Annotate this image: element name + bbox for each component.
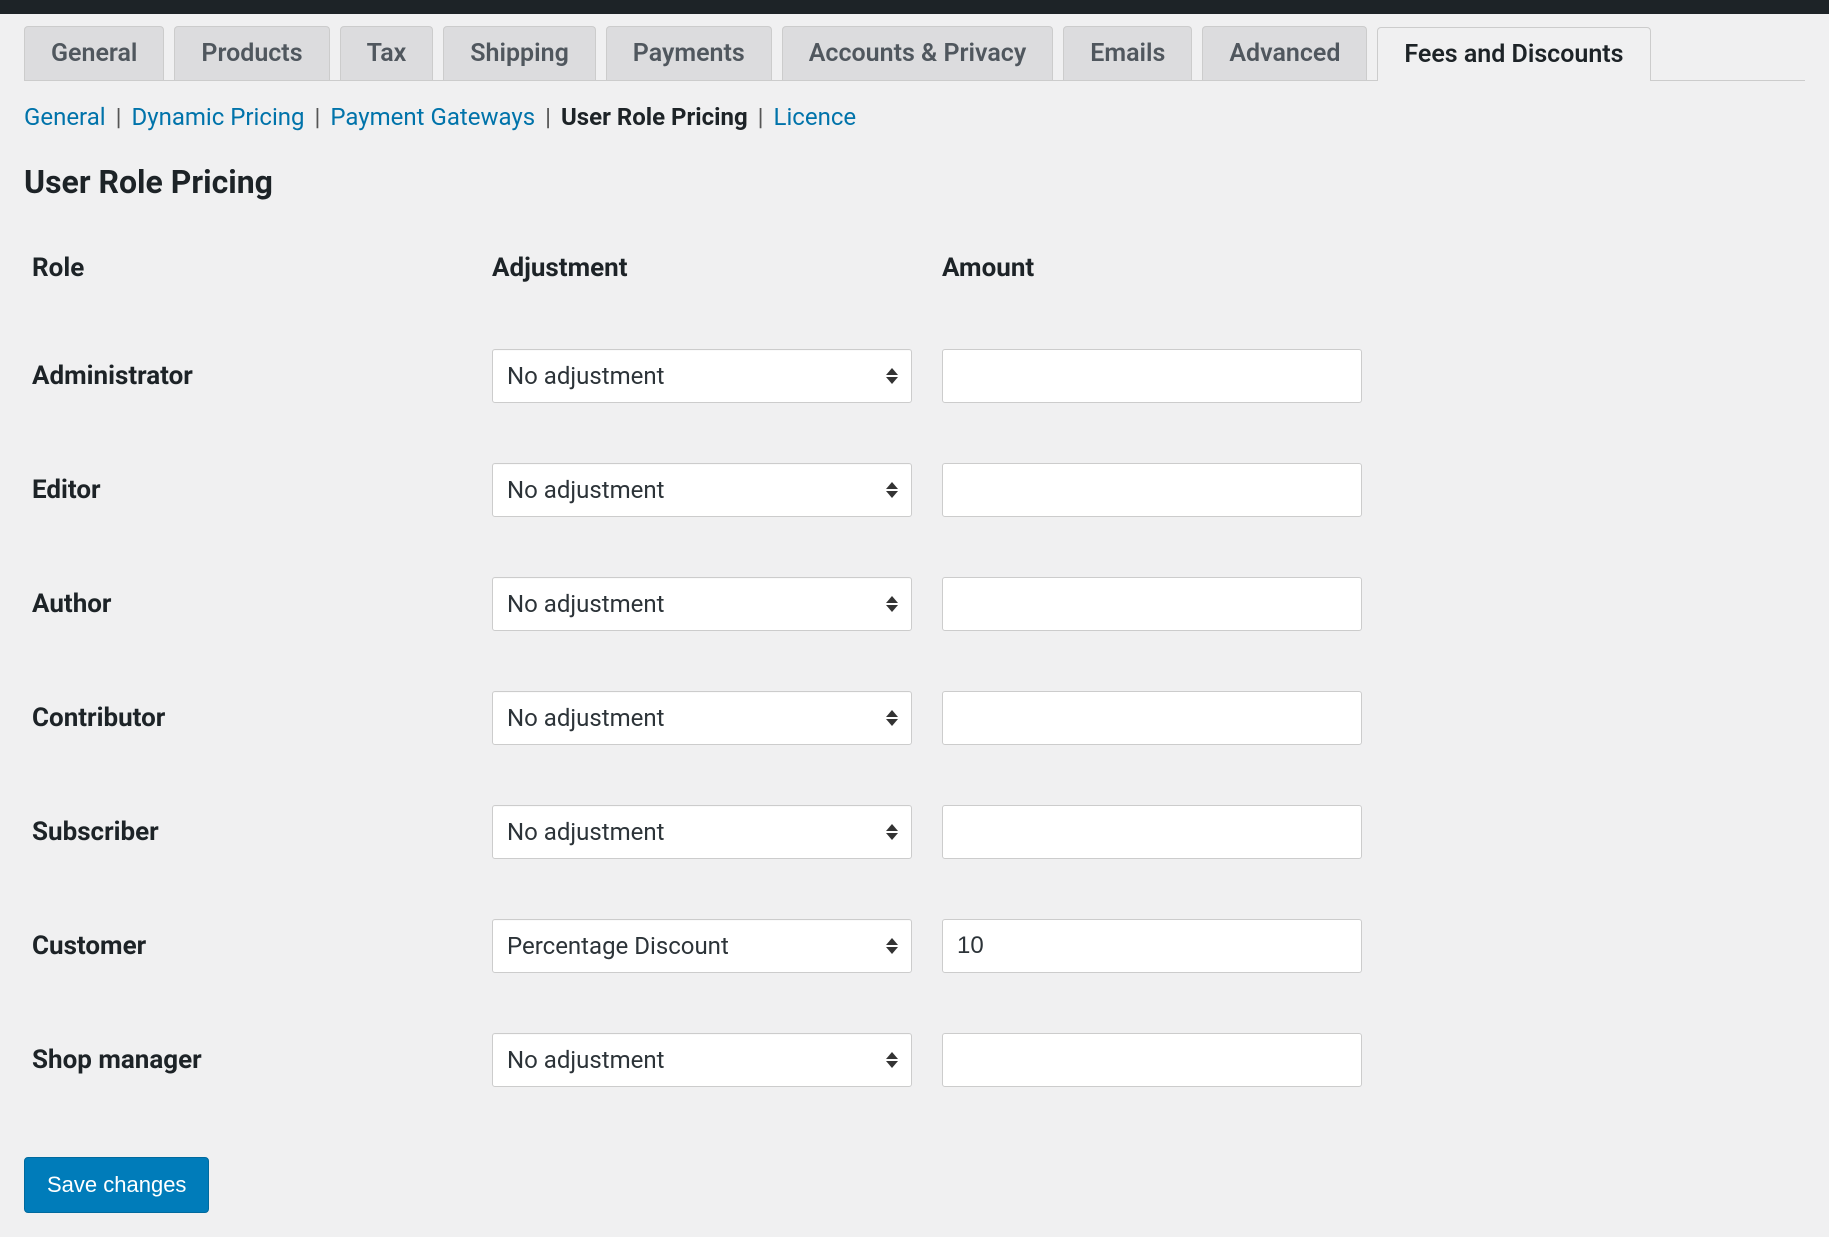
separator: | — [116, 103, 122, 131]
amount-input[interactable] — [942, 691, 1362, 745]
adjustment-select[interactable]: No adjustment — [492, 805, 912, 859]
separator: | — [758, 103, 764, 131]
adjustment-select[interactable]: No adjustment — [492, 577, 912, 631]
role-label: Shop manager — [24, 1003, 484, 1117]
separator: | — [315, 103, 321, 131]
column-header-adjustment: Adjustment — [484, 241, 934, 319]
subnav-dynamic-pricing[interactable]: Dynamic Pricing — [131, 103, 304, 131]
separator: | — [545, 103, 551, 131]
role-label: Customer — [24, 889, 484, 1003]
adjustment-select-value[interactable]: No adjustment — [492, 349, 912, 403]
subnav-general[interactable]: General — [24, 103, 106, 131]
amount-input[interactable] — [942, 919, 1362, 973]
tab-shipping[interactable]: Shipping — [443, 26, 596, 80]
table-row: ContributorNo adjustment — [24, 661, 1805, 775]
tab-general[interactable]: General — [24, 26, 164, 80]
submit-row: Save changes — [24, 1157, 1805, 1213]
amount-input[interactable] — [942, 463, 1362, 517]
column-header-role: Role — [24, 241, 484, 319]
adjustment-cell: No adjustment — [484, 433, 934, 547]
table-row: SubscriberNo adjustment — [24, 775, 1805, 889]
primary-tabs: GeneralProductsTaxShippingPaymentsAccoun… — [24, 14, 1805, 81]
amount-cell — [934, 433, 1805, 547]
tab-fees-and-discounts[interactable]: Fees and Discounts — [1377, 27, 1650, 81]
role-label: Editor — [24, 433, 484, 547]
tab-emails[interactable]: Emails — [1063, 26, 1192, 80]
adjustment-select[interactable]: No adjustment — [492, 691, 912, 745]
page-title: User Role Pricing — [24, 163, 1805, 201]
amount-cell — [934, 319, 1805, 433]
adjustment-cell: No adjustment — [484, 775, 934, 889]
table-row: CustomerPercentage Discount — [24, 889, 1805, 1003]
amount-input[interactable] — [942, 1033, 1362, 1087]
tab-tax[interactable]: Tax — [340, 26, 434, 80]
table-row: EditorNo adjustment — [24, 433, 1805, 547]
adjustment-select-value[interactable]: No adjustment — [492, 463, 912, 517]
subnav-payment-gateways[interactable]: Payment Gateways — [330, 103, 535, 131]
role-pricing-table: Role Adjustment Amount AdministratorNo a… — [24, 241, 1805, 1117]
tab-advanced[interactable]: Advanced — [1202, 26, 1367, 80]
adjustment-cell: No adjustment — [484, 661, 934, 775]
amount-input[interactable] — [942, 577, 1362, 631]
amount-cell — [934, 661, 1805, 775]
admin-topbar — [0, 0, 1829, 14]
adjustment-select-value[interactable]: No adjustment — [492, 805, 912, 859]
tab-payments[interactable]: Payments — [606, 26, 772, 80]
subnav-user-role-pricing: User Role Pricing — [561, 103, 748, 131]
adjustment-select-value[interactable]: No adjustment — [492, 1033, 912, 1087]
adjustment-cell: No adjustment — [484, 547, 934, 661]
amount-cell — [934, 547, 1805, 661]
table-row: Shop managerNo adjustment — [24, 1003, 1805, 1117]
secondary-nav: General | Dynamic Pricing | Payment Gateways… — [24, 103, 1805, 131]
subnav-licence[interactable]: Licence — [774, 103, 857, 131]
role-label: Contributor — [24, 661, 484, 775]
tab-accounts-privacy[interactable]: Accounts & Privacy — [782, 26, 1054, 80]
adjustment-cell: Percentage Discount — [484, 889, 934, 1003]
adjustment-select[interactable]: Percentage Discount — [492, 919, 912, 973]
adjustment-cell: No adjustment — [484, 319, 934, 433]
amount-input[interactable] — [942, 349, 1362, 403]
adjustment-select-value[interactable]: No adjustment — [492, 577, 912, 631]
adjustment-cell: No adjustment — [484, 1003, 934, 1117]
adjustment-select-value[interactable]: Percentage Discount — [492, 919, 912, 973]
role-label: Author — [24, 547, 484, 661]
role-label: Subscriber — [24, 775, 484, 889]
amount-cell — [934, 1003, 1805, 1117]
adjustment-select[interactable]: No adjustment — [492, 349, 912, 403]
settings-panel: GeneralProductsTaxShippingPaymentsAccoun… — [0, 14, 1829, 1237]
table-row: AdministratorNo adjustment — [24, 319, 1805, 433]
table-row: AuthorNo adjustment — [24, 547, 1805, 661]
adjustment-select[interactable]: No adjustment — [492, 1033, 912, 1087]
role-label: Administrator — [24, 319, 484, 433]
adjustment-select-value[interactable]: No adjustment — [492, 691, 912, 745]
save-changes-button[interactable]: Save changes — [24, 1157, 209, 1213]
amount-cell — [934, 889, 1805, 1003]
tab-products[interactable]: Products — [174, 26, 329, 80]
amount-cell — [934, 775, 1805, 889]
column-header-amount: Amount — [934, 241, 1805, 319]
adjustment-select[interactable]: No adjustment — [492, 463, 912, 517]
amount-input[interactable] — [942, 805, 1362, 859]
